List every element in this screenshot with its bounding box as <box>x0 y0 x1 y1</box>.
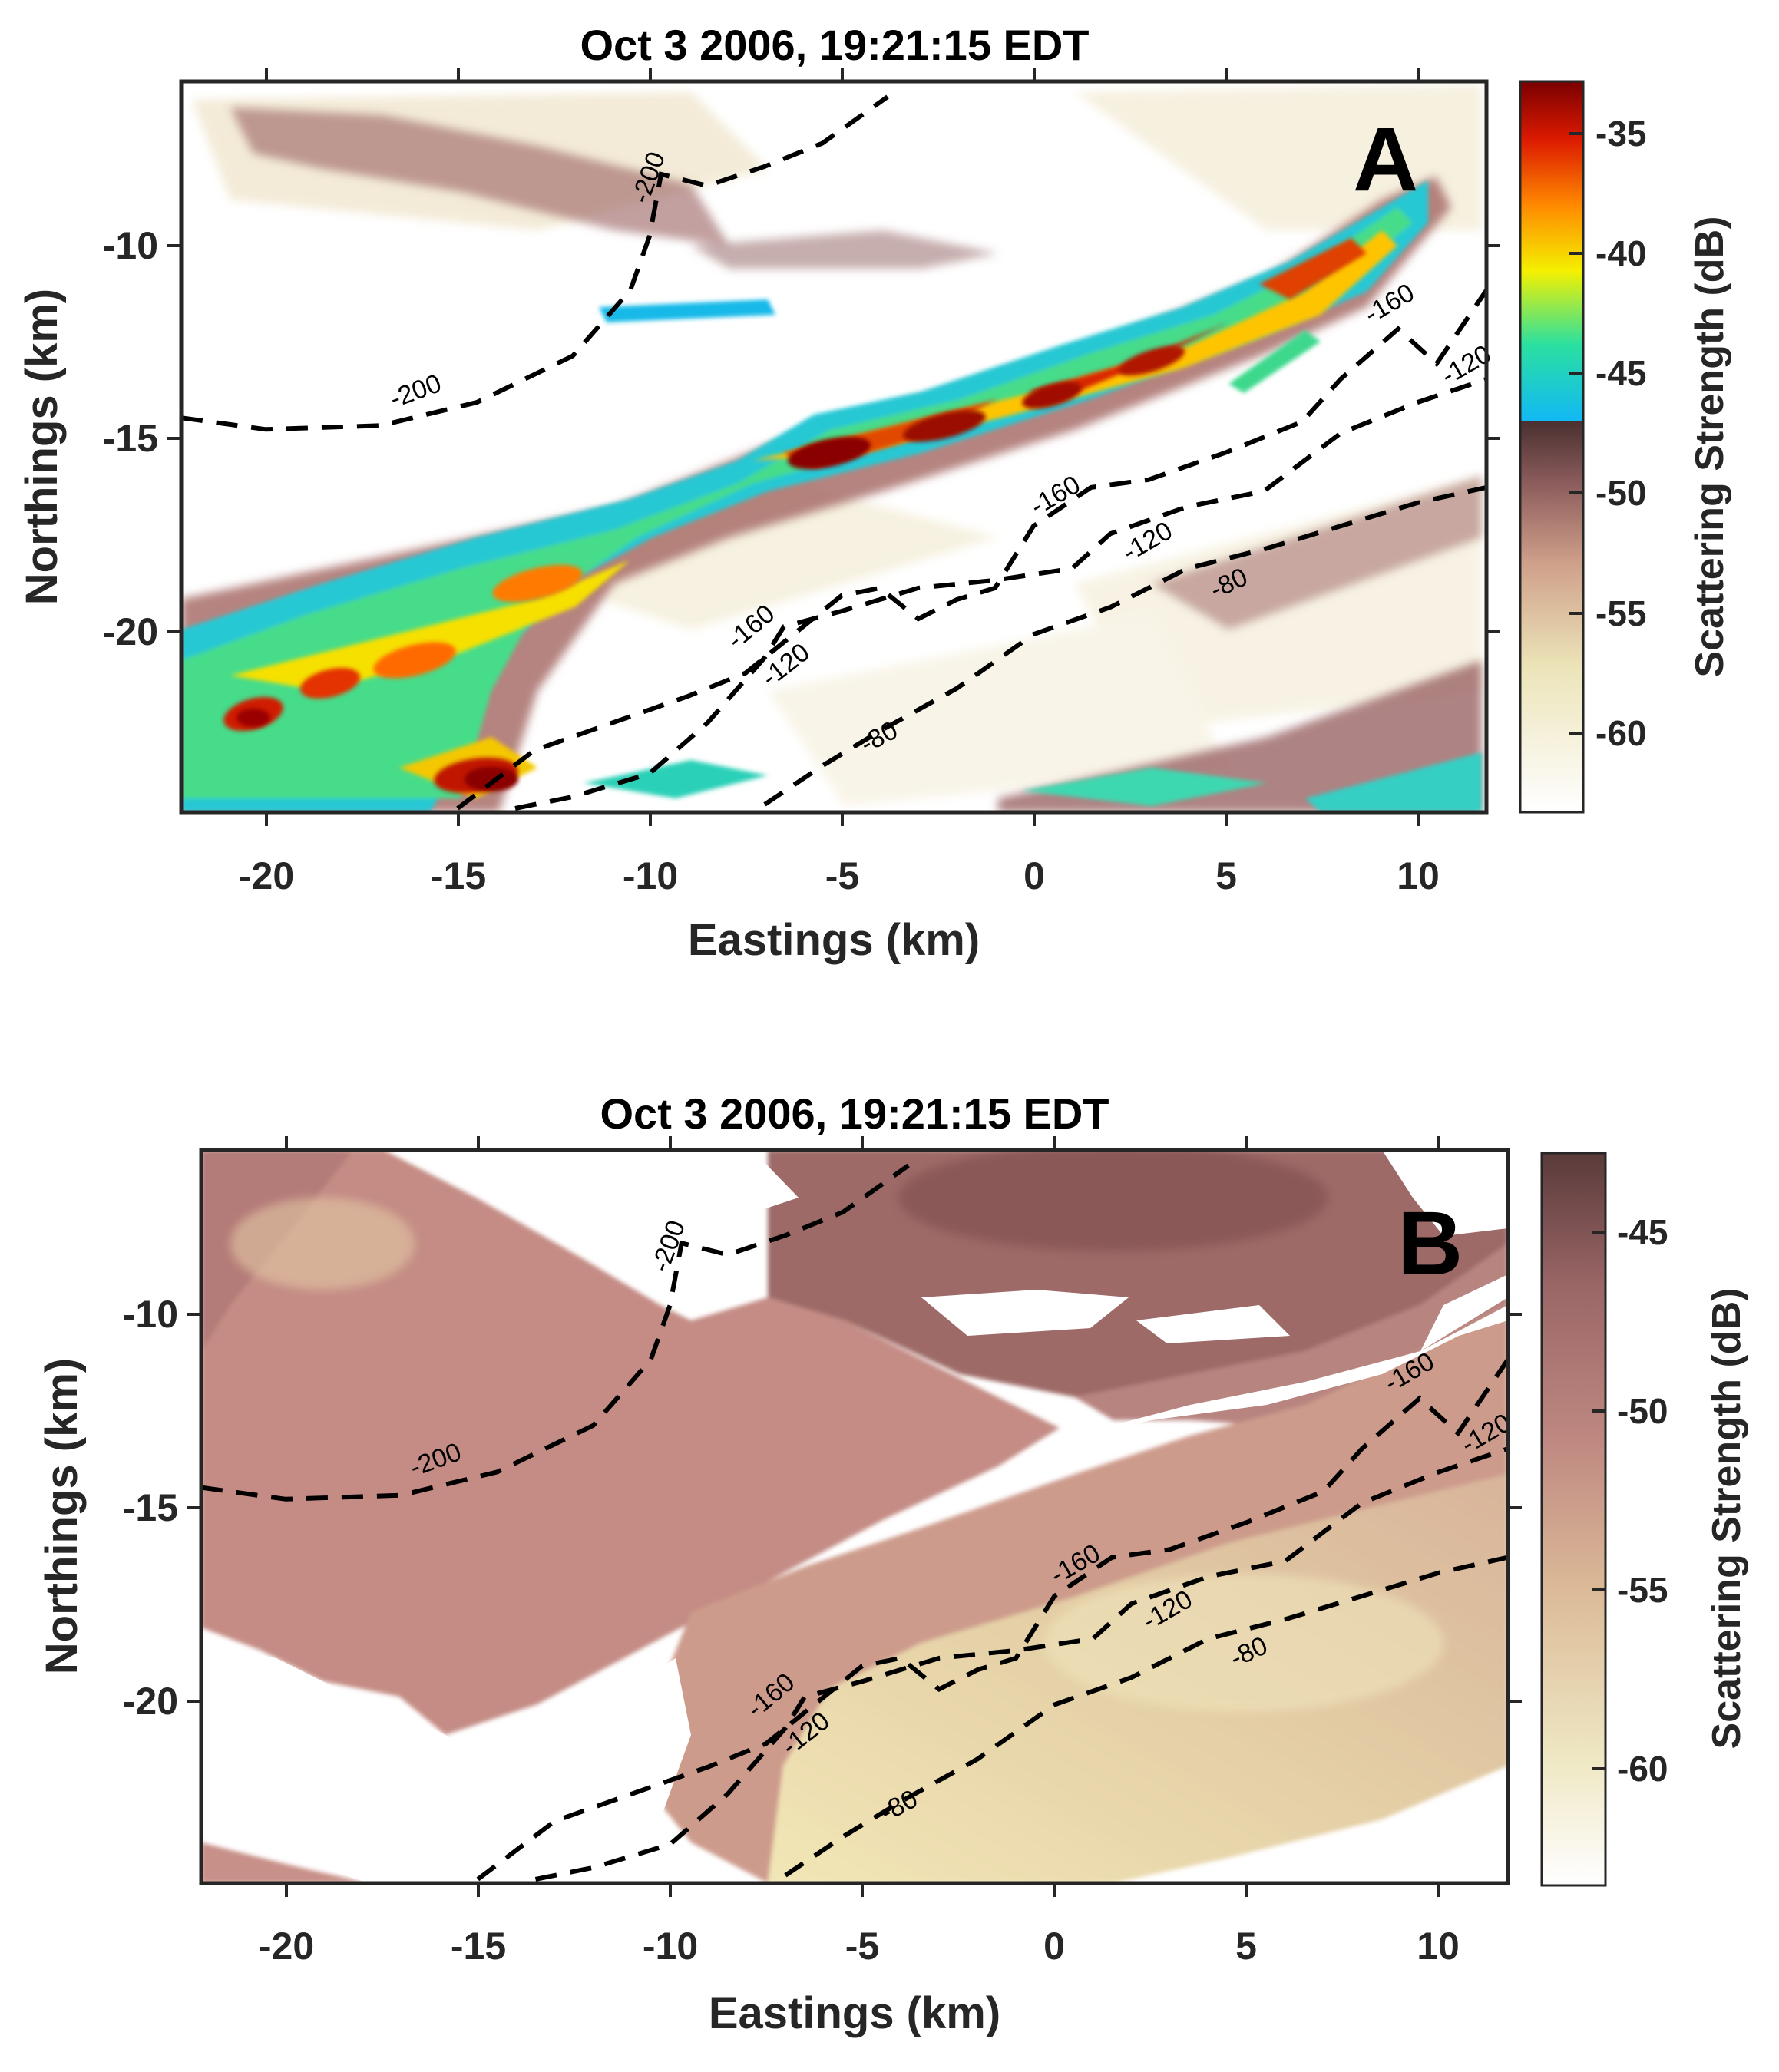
panel-b: Oct 3 2006, 19:21:15 EDT <box>37 1089 1749 2038</box>
colorbar-a-scale <box>1519 80 1585 814</box>
panel-b-ticks <box>187 1136 1522 1897</box>
x-tick-label: -15 <box>451 1925 506 1968</box>
x-tick-label: 5 <box>1235 1925 1257 1968</box>
panel-b-title: Oct 3 2006, 19:21:15 EDT <box>600 1089 1109 1138</box>
panel-b-x-axis-label: Eastings (km) <box>709 1988 1000 2038</box>
panel-b-x-tick-labels: -20 -15 -10 -5 0 5 10 <box>259 1925 1460 1968</box>
colorbar-tick-label: -55 <box>1595 593 1646 633</box>
colorbar-tick-label: -55 <box>1617 1570 1668 1610</box>
panel-a-ticks <box>167 68 1500 826</box>
contour-b-minus80 <box>784 1555 1508 1878</box>
y-tick-label: -20 <box>123 1680 178 1723</box>
panel-a-heatmap <box>181 81 1486 812</box>
panel-b-colorbar: -45 -50 -55 -60 Scattering Strength (dB) <box>1540 1152 1749 1887</box>
y-tick-label: -10 <box>123 1293 178 1336</box>
panel-b-contours <box>201 1163 1508 1882</box>
contour-b-minus200 <box>201 1163 910 1502</box>
panel-a-title: Oct 3 2006, 19:21:15 EDT <box>580 21 1089 69</box>
panel-b-frame <box>199 1148 1510 1885</box>
x-tick-label: 10 <box>1417 1925 1460 1968</box>
colorbar-tick-label: -40 <box>1595 233 1646 273</box>
panel-a-x-tick-labels: -20 -15 -10 -5 0 5 10 <box>239 854 1440 897</box>
panel-b-y-axis-label: Northings (km) <box>37 1358 87 1674</box>
x-tick-label: -10 <box>643 1925 698 1968</box>
panel-b-y-tick-labels: -10 -15 -20 <box>123 1293 178 1723</box>
x-tick-label: 0 <box>1023 854 1045 897</box>
colorbar-b-label: Scattering Strength (dB) <box>1705 1288 1749 1750</box>
colorbar-tick-label: -60 <box>1617 1749 1668 1789</box>
y-tick-label: -20 <box>103 610 158 653</box>
x-tick-label: -10 <box>623 854 678 897</box>
panel-a-label: A <box>1353 109 1418 210</box>
y-tick-label: -15 <box>123 1486 178 1529</box>
x-tick-label: -20 <box>239 854 294 897</box>
contour-b-minus160 <box>476 1358 1508 1882</box>
colorbar-tick-label: -50 <box>1617 1391 1668 1431</box>
x-tick-label: -5 <box>845 1925 879 1968</box>
x-tick-label: 0 <box>1043 1925 1065 1968</box>
colorbar-tick-label: -50 <box>1595 473 1646 513</box>
panel-a: Oct 3 2006, 19:21:15 EDT <box>17 21 1732 965</box>
y-tick-label: -15 <box>103 417 158 460</box>
contour-a-minus80 <box>763 484 1486 807</box>
x-tick-label: 10 <box>1397 854 1440 897</box>
contour-b-minus120 <box>534 1446 1508 1882</box>
x-tick-label: 5 <box>1215 854 1237 897</box>
panel-a-y-axis-label: Northings (km) <box>17 289 67 605</box>
colorbar-a-label: Scattering Strength (dB) <box>1688 216 1732 678</box>
colorbar-b-scale <box>1540 1152 1607 1887</box>
x-tick-label: -20 <box>259 1925 314 1968</box>
panel-a-frame <box>179 79 1489 815</box>
colorbar-tick-label: -45 <box>1617 1212 1668 1252</box>
colorbar-tick-label: -60 <box>1595 713 1646 753</box>
colorbar-tick-label: -35 <box>1595 114 1646 154</box>
panel-b-label: B <box>1397 1193 1463 1294</box>
colorbar-tick-label: -45 <box>1595 353 1646 393</box>
x-tick-label: -15 <box>431 854 486 897</box>
contour-a-minus120 <box>514 377 1486 811</box>
y-tick-label: -10 <box>103 224 158 267</box>
x-tick-label: -5 <box>825 854 859 897</box>
panel-a-colorbar: -35 -40 -45 -50 -55 -60 Scattering Stren… <box>1519 80 1732 814</box>
panel-a-contours <box>181 94 1486 811</box>
panel-b-heatmap <box>201 1150 1508 1883</box>
panel-a-y-tick-labels: -10 -15 -20 <box>103 224 158 653</box>
contour-a-minus200 <box>181 94 889 432</box>
contour-a-minus160 <box>456 289 1486 811</box>
panel-a-x-axis-label: Eastings (km) <box>688 915 980 965</box>
